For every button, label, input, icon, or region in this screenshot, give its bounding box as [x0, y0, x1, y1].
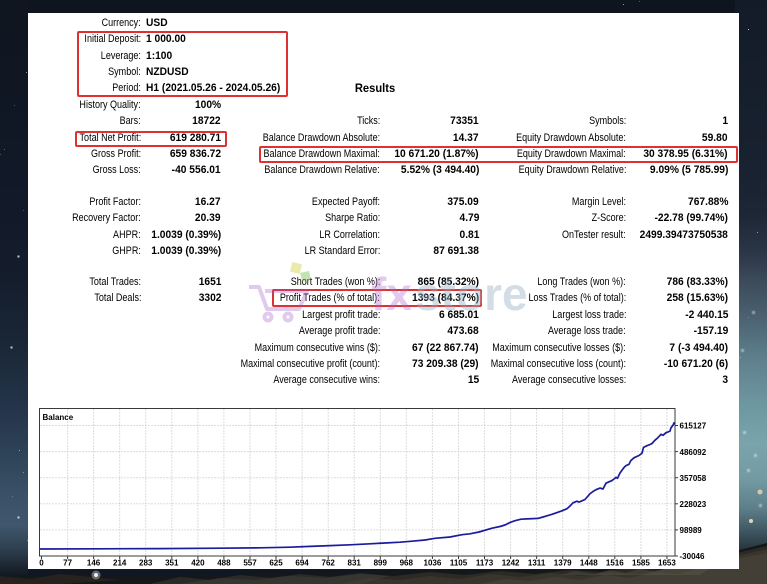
- svg-text:77: 77: [63, 558, 72, 567]
- svg-text:486092: 486092: [680, 448, 707, 457]
- svg-text:357058: 357058: [680, 474, 707, 483]
- svg-text:762: 762: [322, 558, 336, 567]
- svg-text:351: 351: [165, 558, 179, 567]
- svg-text:1653: 1653: [658, 558, 676, 567]
- svg-text:1311: 1311: [528, 558, 546, 567]
- svg-text:Balance: Balance: [43, 413, 74, 422]
- svg-text:831: 831: [348, 558, 362, 567]
- svg-text:1379: 1379: [554, 558, 572, 567]
- svg-text:1516: 1516: [606, 558, 624, 567]
- svg-text:-30046: -30046: [680, 552, 705, 561]
- svg-text:488: 488: [217, 558, 231, 567]
- svg-text:1036: 1036: [424, 558, 442, 567]
- svg-text:98989: 98989: [680, 526, 703, 535]
- svg-text:557: 557: [243, 558, 257, 567]
- svg-text:1173: 1173: [476, 558, 494, 567]
- svg-text:214: 214: [113, 558, 127, 567]
- svg-text:1242: 1242: [502, 558, 520, 567]
- svg-text:0: 0: [39, 558, 44, 567]
- svg-text:625: 625: [269, 558, 283, 567]
- svg-text:694: 694: [295, 558, 309, 567]
- svg-text:283: 283: [139, 558, 153, 567]
- svg-text:1448: 1448: [580, 558, 598, 567]
- svg-text:899: 899: [374, 558, 388, 567]
- svg-text:615127: 615127: [680, 422, 707, 431]
- svg-text:1585: 1585: [632, 558, 650, 567]
- svg-text:420: 420: [191, 558, 205, 567]
- svg-text:228023: 228023: [680, 500, 707, 509]
- svg-text:968: 968: [400, 558, 414, 567]
- svg-text:146: 146: [87, 558, 101, 567]
- svg-text:1105: 1105: [450, 558, 468, 567]
